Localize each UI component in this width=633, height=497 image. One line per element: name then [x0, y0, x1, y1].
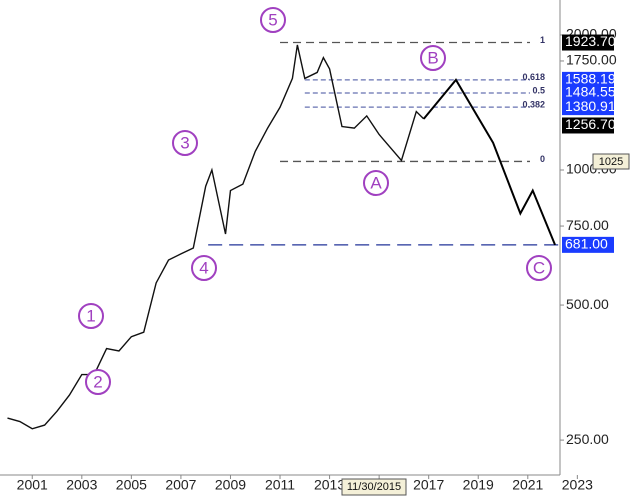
cursor-price: 1025 [599, 156, 623, 168]
x-tick-label: 2009 [215, 477, 246, 493]
price-tag-box [562, 117, 614, 134]
price-tag-label: 1484.55 [565, 84, 616, 100]
cursor-date: 11/30/2015 [347, 481, 401, 493]
y-tick-label: 1750.00 [566, 52, 617, 68]
x-tick-label: 2023 [562, 477, 593, 493]
x-tick-label: 2017 [413, 477, 444, 493]
y-tick-label: 750.00 [566, 217, 609, 233]
cursor-price-box [592, 153, 630, 170]
price-tag-label: 1923.70 [565, 33, 616, 49]
x-tick-label: 2005 [116, 477, 147, 493]
wave-label: 3 [180, 133, 189, 152]
wave-label: 4 [199, 258, 208, 277]
cursor-date-box [341, 478, 407, 496]
x-tick-label: 2011 [265, 477, 295, 493]
wave-circle [78, 303, 104, 329]
price-tag-label: 1256.70 [565, 116, 616, 132]
price-tag-label: 1380.91 [565, 98, 616, 114]
x-tick-label: 2003 [66, 477, 97, 493]
price-tag-box [562, 236, 614, 253]
wave-label: A [370, 173, 382, 192]
wave-circle [526, 255, 552, 281]
wave-label: 5 [268, 10, 277, 29]
wave-circle [172, 130, 198, 156]
fib-label: 0.618 [522, 72, 545, 82]
x-tick-label: 2007 [165, 477, 196, 493]
price-tag-box [562, 85, 614, 102]
fib-label: 0.382 [522, 99, 545, 109]
wave-label: 2 [93, 372, 102, 391]
x-tick-label: 2013 [314, 477, 345, 493]
wave-label: C [533, 258, 545, 277]
wave-circle [191, 255, 217, 281]
wave-circle [420, 45, 446, 71]
price-line [7, 44, 425, 430]
fib-label: 0.5 [532, 85, 545, 95]
price-tag-label: 681.00 [565, 236, 608, 252]
price-tag-box [562, 99, 614, 116]
fib-label: 1 [540, 35, 545, 45]
wave-circle [85, 369, 111, 395]
y-tick-label: 250.00 [566, 431, 609, 447]
x-tick-label: 2001 [17, 477, 48, 493]
price-tag-box [562, 71, 614, 88]
y-tick-label: 500.00 [566, 296, 609, 312]
fib-label: 0 [540, 154, 545, 164]
x-tick-label: 2021 [512, 477, 543, 493]
projection-line [422, 78, 556, 246]
price-tag-box [562, 34, 614, 51]
wave-circle [260, 7, 286, 33]
price-tag-label: 1588.19 [565, 71, 616, 87]
wave-circle [363, 170, 389, 196]
x-tick-label: 2019 [463, 477, 494, 493]
wave-label: B [427, 48, 438, 67]
wave-label: 1 [86, 306, 95, 325]
